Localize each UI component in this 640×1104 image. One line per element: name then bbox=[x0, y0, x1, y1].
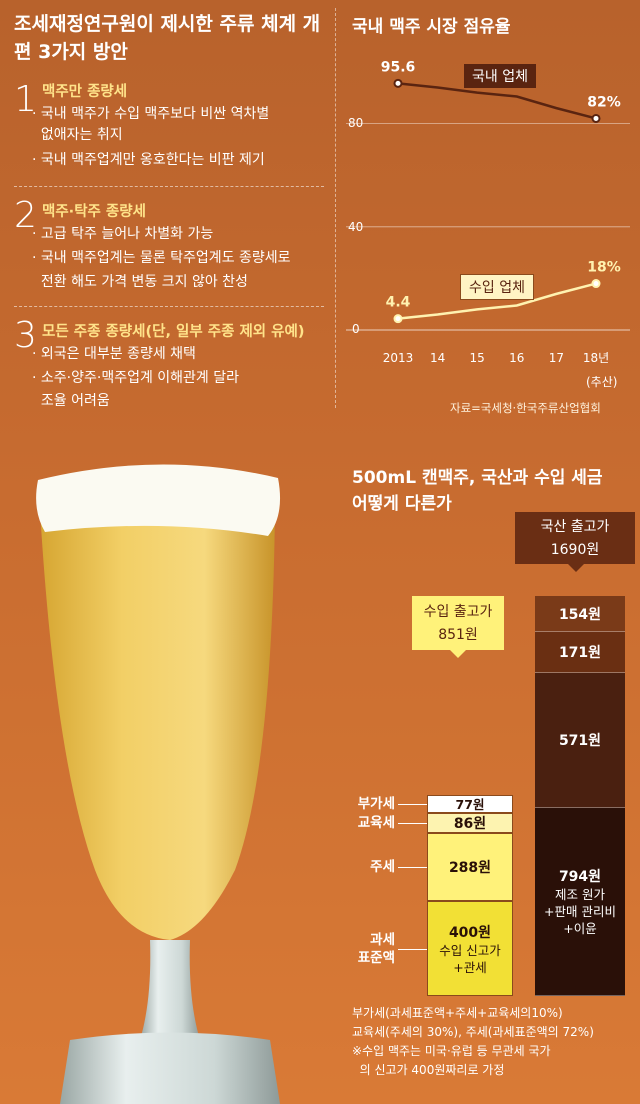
bar-segment: 77원 bbox=[427, 794, 513, 813]
segment-value: 288원 bbox=[448, 860, 492, 877]
segment-value: 86원 bbox=[453, 815, 487, 832]
domestic-total: 1690원 bbox=[550, 542, 600, 558]
option-line: · 고급 탁주 늘어나 차별화 가능 bbox=[32, 226, 214, 242]
option-line: · 국내 맥주업계만 옹호한다는 비판 제기 bbox=[32, 152, 265, 168]
series-line bbox=[397, 82, 597, 120]
option-line: 조율 어려움 bbox=[32, 393, 110, 409]
option-line: 없애자는 취지 bbox=[32, 127, 123, 143]
series-line bbox=[397, 282, 597, 320]
notes: 부가세(과세표준액+주세+교육세의10%) 교육세(주세의 30%), 주세(과… bbox=[352, 1004, 638, 1080]
divider bbox=[14, 306, 324, 307]
segment-value: 154원 bbox=[558, 606, 602, 623]
bar-segment: 288원 bbox=[427, 833, 513, 902]
x-tick-label: 17 bbox=[549, 351, 564, 365]
series-point bbox=[393, 314, 403, 324]
segment-sublabel: +이윤 bbox=[563, 921, 597, 937]
option-number: 1 bbox=[14, 79, 37, 120]
divider bbox=[14, 186, 324, 187]
segment-sublabel: +판매 관리비 bbox=[544, 904, 616, 920]
bar-segment: 794원 제조 원가 +판매 관리비 +이윤 bbox=[535, 808, 625, 996]
option-line: · 외국은 대부분 종량세 채택 bbox=[32, 346, 196, 362]
option-line: · 소주·양주·맥주업계 이해관계 달라 bbox=[32, 370, 240, 386]
y-tick: 0 bbox=[352, 322, 360, 336]
series-label-import: 수입 업체 bbox=[460, 274, 534, 300]
label-leader bbox=[398, 948, 427, 950]
bar-segment: 171원 bbox=[535, 632, 625, 673]
x-tick-label: 18년 bbox=[583, 351, 609, 365]
segment-value: 794원 bbox=[558, 869, 602, 886]
note-line: 의 신고가 400원짜리로 가정 bbox=[352, 1063, 505, 1077]
beer-glass-illustration bbox=[36, 464, 281, 1104]
x-tick-label: 15 bbox=[470, 351, 485, 365]
segment-value: 77원 bbox=[455, 797, 485, 813]
y-tick: 80 bbox=[348, 116, 364, 130]
imported-header: 수입 출고가 851원 bbox=[412, 596, 504, 650]
bar-segment: 400원 수입 신고가 +관세 bbox=[427, 901, 513, 996]
bar-segment: 86원 bbox=[427, 812, 513, 834]
x-note: (추산) bbox=[586, 375, 618, 389]
data-label: 18% bbox=[587, 260, 621, 276]
segment-sublabel: 제조 원가 bbox=[555, 887, 605, 903]
option-heading: 맥주만 종량세 bbox=[42, 84, 128, 100]
series-label-domestic: 국내 업체 bbox=[464, 64, 536, 88]
domestic-pointer bbox=[568, 564, 584, 572]
bar-segment: 571원 bbox=[535, 672, 625, 809]
segment-sublabel: +관세 bbox=[453, 959, 487, 975]
line-chart-svg: 2013 14 15 16 17 18년 95.6 82% 4.4 18% bbox=[346, 59, 630, 365]
segment-label: 과세 표준액 bbox=[357, 931, 395, 966]
option-line: · 국내 맥주가 수입 맥주보다 비싼 역차별 bbox=[32, 106, 270, 122]
label-leader bbox=[398, 822, 427, 824]
option-line: 전환 해도 가격 변동 크지 않아 찬성 bbox=[32, 274, 248, 290]
x-tick-label: 16 bbox=[509, 351, 524, 365]
data-label: 82% bbox=[587, 94, 621, 110]
line-chart: 2013 14 15 16 17 18년 95.6 82% 4.4 18% 80 40 0 국내 … bbox=[340, 40, 640, 430]
x-tick-label: 2013 bbox=[383, 351, 414, 365]
note-line: 교육세(주세의 30%), 주세(과세표준액의 72%) bbox=[352, 1025, 594, 1039]
label-leader bbox=[398, 803, 427, 805]
segment-value: 400원 bbox=[448, 924, 492, 941]
note-line: 부가세(과세표준액+주세+교육세의10%) bbox=[352, 1006, 563, 1020]
segment-value: 571원 bbox=[558, 732, 602, 749]
vertical-divider bbox=[335, 8, 337, 408]
x-tick-label: 14 bbox=[430, 351, 445, 365]
imported-pointer bbox=[450, 650, 466, 658]
option-line: · 국내 맥주업계는 물론 탁주업계도 종량세로 bbox=[32, 250, 291, 266]
data-label: 95.6 bbox=[381, 59, 416, 75]
bar-chart-title: 500mL 캔맥주, 국산과 수입 세금 어떻게 다른가 bbox=[352, 468, 603, 514]
segment-label: 교육세 bbox=[357, 814, 395, 831]
option-heading: 맥주·탁주 종량세 bbox=[42, 204, 146, 220]
source-note: 자료=국세청·한국주류산업협회 bbox=[450, 401, 601, 415]
imported-header-label: 수입 출고가 bbox=[423, 604, 493, 620]
domestic-header: 국산 출고가 1690원 bbox=[515, 512, 635, 564]
segment-label: 부가세 bbox=[357, 795, 395, 812]
data-label: 4.4 bbox=[386, 295, 411, 311]
option-heading: 모든 주종 종량세(단, 일부 주종 제외 유예) bbox=[42, 324, 305, 340]
segment-sublabel: 수입 신고가 bbox=[439, 942, 501, 958]
segment-label: 주세 bbox=[370, 859, 395, 876]
series-point bbox=[591, 113, 601, 123]
series-point bbox=[393, 78, 403, 88]
series-point bbox=[591, 279, 601, 289]
policy-title: 조세재정연구원이 제시한 주류 체계 개편 3가지 방안 bbox=[14, 13, 321, 63]
y-tick: 40 bbox=[348, 220, 364, 234]
option-number: 3 bbox=[14, 315, 37, 356]
note-line: ※수입 맥주는 미국·유럽 등 무관세 국가 bbox=[352, 1044, 551, 1058]
line-chart-title: 국내 맥주 시장 점유율 bbox=[352, 17, 511, 37]
label-leader bbox=[398, 867, 427, 869]
option-number: 2 bbox=[14, 195, 37, 236]
segment-value: 171원 bbox=[558, 645, 602, 662]
domestic-header-label: 국산 출고가 bbox=[540, 519, 610, 535]
bar-segment: 154원 bbox=[535, 596, 625, 633]
imported-total: 851원 bbox=[438, 627, 478, 643]
